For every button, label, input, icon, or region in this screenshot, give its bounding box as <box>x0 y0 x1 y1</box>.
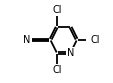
Text: N: N <box>66 48 73 58</box>
Text: N: N <box>23 35 31 45</box>
Text: Cl: Cl <box>89 35 99 45</box>
Text: Cl: Cl <box>52 65 61 75</box>
Text: Cl: Cl <box>52 5 61 15</box>
